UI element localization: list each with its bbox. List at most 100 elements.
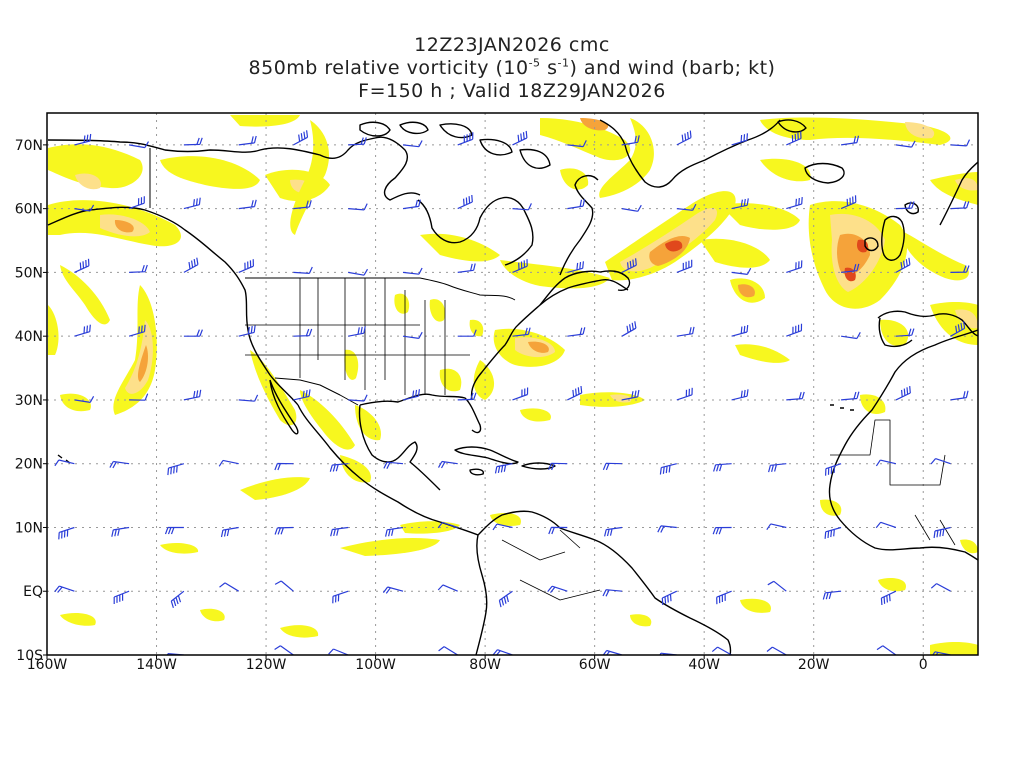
- wind-barb: [786, 260, 803, 273]
- wind-barb: [183, 137, 203, 146]
- vorticity-area: [490, 513, 521, 526]
- wind-barb: [457, 392, 477, 401]
- wind-barb: [822, 590, 842, 600]
- vorticity-area: [520, 408, 551, 422]
- wind-barb: [731, 267, 752, 275]
- coastline: [439, 123, 473, 139]
- wind-barb: [238, 135, 257, 146]
- vorticity-area: [930, 641, 978, 655]
- wind-barb: [330, 526, 349, 537]
- wind-barb: [786, 131, 802, 146]
- wind-barb: [167, 463, 185, 476]
- wind-barb: [437, 584, 458, 592]
- wind-barb: [786, 197, 803, 210]
- vorticity-area: [137, 345, 148, 382]
- vorticity-area: [290, 120, 330, 235]
- wind-barb: [183, 389, 202, 401]
- vorticity-area: [740, 598, 771, 613]
- wind-barb: [548, 526, 568, 535]
- vorticity-area: [665, 240, 683, 252]
- vorticity-area: [240, 477, 310, 500]
- vorticity-area: [528, 341, 549, 353]
- coastline: [519, 148, 551, 169]
- wind-barb: [123, 654, 130, 655]
- wind-barb: [238, 325, 256, 337]
- vorticity-area: [473, 360, 495, 400]
- wind-barb: [841, 332, 861, 340]
- vorticity-area: [560, 168, 589, 190]
- wind-barb: [293, 328, 313, 337]
- wind-barb: [74, 396, 95, 403]
- wind-barb: [621, 321, 637, 337]
- vorticity-area: [955, 309, 978, 329]
- wind-barb: [348, 203, 368, 211]
- wind-barb: [786, 323, 803, 337]
- wind-barb: [402, 389, 420, 401]
- map-frame: [46, 112, 979, 656]
- wind-barb: [274, 580, 294, 592]
- lon-label: 100W: [355, 657, 396, 673]
- wind-barb: [621, 204, 642, 212]
- wind-barb: [895, 201, 915, 210]
- coastline: [269, 379, 299, 435]
- wind-barb: [950, 321, 966, 337]
- vorticity-area: [630, 614, 652, 627]
- wind-barb: [621, 135, 640, 146]
- lat-label: 60N: [15, 202, 43, 218]
- wind-barb: [457, 263, 476, 273]
- wind-barb: [840, 195, 857, 210]
- wind-barb: [111, 526, 130, 537]
- wind-barb: [786, 391, 805, 401]
- vorticity-area: [820, 499, 842, 516]
- wind-barb: [293, 200, 312, 210]
- plot-area: [47, 113, 978, 655]
- wind-barb: [129, 393, 149, 401]
- vorticity-area: [429, 299, 446, 322]
- vorticity-area: [60, 393, 91, 412]
- vorticity-area: [878, 578, 906, 592]
- wind-barb: [880, 590, 897, 606]
- title-exponent-1: -5: [528, 56, 541, 70]
- lat-label: 20N: [15, 457, 43, 473]
- coastline: [359, 393, 482, 434]
- vorticity-area: [700, 238, 770, 268]
- vorticity-shading: [48, 115, 978, 655]
- lat-label: 70N: [15, 138, 43, 154]
- wind-barb: [457, 132, 474, 146]
- vorticity-area: [469, 319, 484, 337]
- wind-barb: [164, 526, 184, 535]
- coastline: [881, 215, 905, 261]
- title-exponent-2: -1: [557, 56, 570, 70]
- wind-barb: [895, 386, 911, 401]
- wind-barb: [567, 140, 587, 148]
- wind-barb: [512, 130, 528, 146]
- wind-barb: [128, 196, 145, 210]
- vorticity-area: [394, 293, 410, 314]
- coastline: [359, 121, 391, 137]
- wind-barb: [676, 326, 695, 337]
- wind-barb: [841, 263, 860, 273]
- vorticity-area: [344, 349, 359, 380]
- coastline: [777, 119, 807, 133]
- wind-barb: [895, 257, 911, 273]
- coastline: [475, 534, 488, 655]
- vorticity-area: [880, 319, 909, 347]
- wind-barb: [237, 654, 239, 655]
- wind-barb: [512, 387, 529, 401]
- border: [245, 278, 470, 395]
- wind-barb: [293, 130, 309, 146]
- wind-barb: [621, 258, 637, 273]
- wind-barb: [567, 261, 584, 273]
- wind-barb: [930, 583, 951, 592]
- wind-barb: [930, 458, 951, 465]
- lat-label: 30N: [15, 393, 43, 409]
- wind-barb: [512, 203, 532, 211]
- chart-title-line-3: F=150 h ; Valid 18Z29JAN2026: [358, 80, 666, 102]
- vorticity-area: [48, 305, 59, 355]
- wind-barb: [238, 259, 254, 273]
- wind-barb: [567, 199, 586, 210]
- vorticity-area: [620, 208, 718, 272]
- wind-barb: [548, 462, 568, 471]
- vorticity-area: [200, 608, 225, 622]
- wind-barb: [74, 258, 90, 273]
